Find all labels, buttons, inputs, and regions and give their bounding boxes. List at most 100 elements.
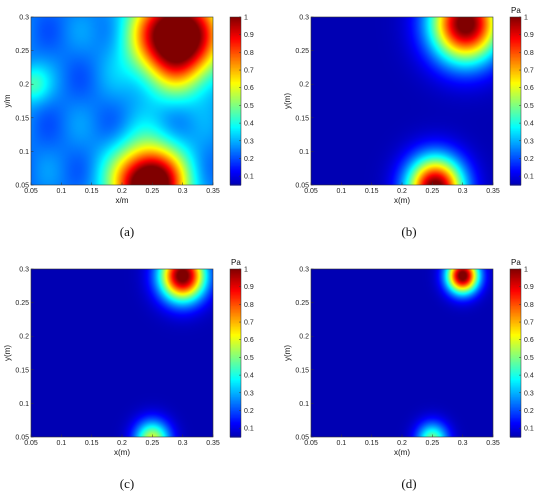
colorbar-segment [510,112,521,115]
colorbar [510,269,521,438]
colorbar-segment [510,434,521,437]
colorbar-segment [230,33,241,36]
colorbar-segment [510,406,521,409]
colorbar-segment [230,353,241,355]
y-tick-label: 0.25 [15,48,29,55]
colorbar-tick-label: 0.4 [244,373,254,380]
colorbar-segment [510,103,521,106]
colorbar-segment [230,312,241,315]
colorbar-segment [230,407,241,410]
colorbar-segment [510,302,521,305]
colorbar-tick-label: 0.1 [524,426,534,433]
x-tick-label: 0.15 [365,440,379,447]
colorbar-segment [230,358,241,361]
colorbar-segment [510,19,521,22]
colorbar-segment [230,325,241,327]
colorbar-segment [510,119,521,122]
colorbar-segment [510,56,521,59]
colorbar-segment [230,399,241,402]
colorbar-segment [230,131,241,134]
colorbar-tick-label: 0.9 [524,32,534,39]
colorbar-segment [510,180,521,183]
y-tick-label: 0.25 [15,300,29,307]
colorbar-segment [230,59,241,61]
colorbar-segment [230,96,241,99]
colorbar-segment [510,131,521,134]
colorbar-segment [230,124,241,127]
colorbar-segment [510,145,521,148]
colorbar-segment [510,421,521,424]
colorbar-segment [510,53,521,56]
colorbar-segment [510,343,521,346]
colorbar-segment [510,21,521,24]
colorbar-segment [510,84,521,87]
colorbar-segment [510,42,521,45]
heatmap-field [31,269,213,437]
colorbar-segment [510,383,521,386]
colorbar-segment [230,165,241,168]
colorbar-segment [230,354,241,357]
colorbar-unit-label: Pa [511,258,521,267]
colorbar-tick-label: 0.3 [244,138,254,145]
colorbar-segment [510,110,521,113]
colorbar-segment [230,332,241,334]
colorbar-segment [230,105,241,108]
colorbar-segment [230,45,241,47]
colorbar-segment [230,47,241,50]
colorbar-tick-label: 0.5 [244,103,254,110]
x-tick-label: 0.05 [304,188,318,195]
colorbar-segment [230,416,241,418]
colorbar-segment [230,78,241,81]
colorbar-segment [230,276,241,278]
colorbar-segment [510,276,521,278]
colorbar-segment [510,43,521,46]
colorbar-segment [230,75,241,78]
colorbar-segment [230,99,241,102]
x-tick-label: 0.3 [458,440,468,447]
colorbar-segment [230,35,241,38]
x-tick-label: 0.35 [486,440,500,447]
colorbar-segment [510,271,521,274]
colorbar-tick-label: 0.1 [524,174,534,181]
colorbar-tick-label: 0.2 [244,156,254,163]
colorbar-segment [230,337,241,340]
colorbar-segment [510,368,521,371]
colorbar-segment [230,179,241,182]
colorbar-segment [510,290,521,292]
colorbar-segment [230,280,241,283]
colorbar-segment [230,74,241,77]
colorbar-segment [230,351,241,354]
colorbar-segment [510,295,521,298]
colorbar-segment [230,344,241,347]
colorbar-segment [510,283,521,285]
colorbar-segment [510,291,521,294]
colorbar-segment [510,68,521,71]
colorbar-segment [230,141,241,144]
colorbar-segment [230,393,241,396]
colorbar-segment [510,361,521,364]
colorbar-segment [510,140,521,143]
heatmap-field [31,17,213,185]
colorbar-segment [230,378,241,381]
colorbar-segment [230,374,241,376]
colorbar-tick-label: 1 [524,15,528,22]
y-tick-label: 0.05 [15,435,29,442]
colorbar-segment [230,288,241,291]
y-tick-label: 0.2 [19,334,29,341]
colorbar-segment [230,84,241,87]
x-tick-label: 0.25 [426,188,440,195]
colorbar-segment [510,92,521,95]
colorbar-segment [230,63,241,66]
colorbar-segment [230,297,241,299]
colorbar-segment [510,399,521,402]
colorbar-segment [230,138,241,141]
colorbar-segment [510,157,521,159]
colorbar-segment [510,385,521,388]
colorbar-segment [230,82,241,85]
colorbar-segment [230,108,241,110]
colorbar-segment [510,294,521,297]
colorbar-segment [230,134,241,137]
colorbar-segment [510,35,521,38]
colorbar-segment [230,362,241,365]
colorbar-segment [510,280,521,283]
